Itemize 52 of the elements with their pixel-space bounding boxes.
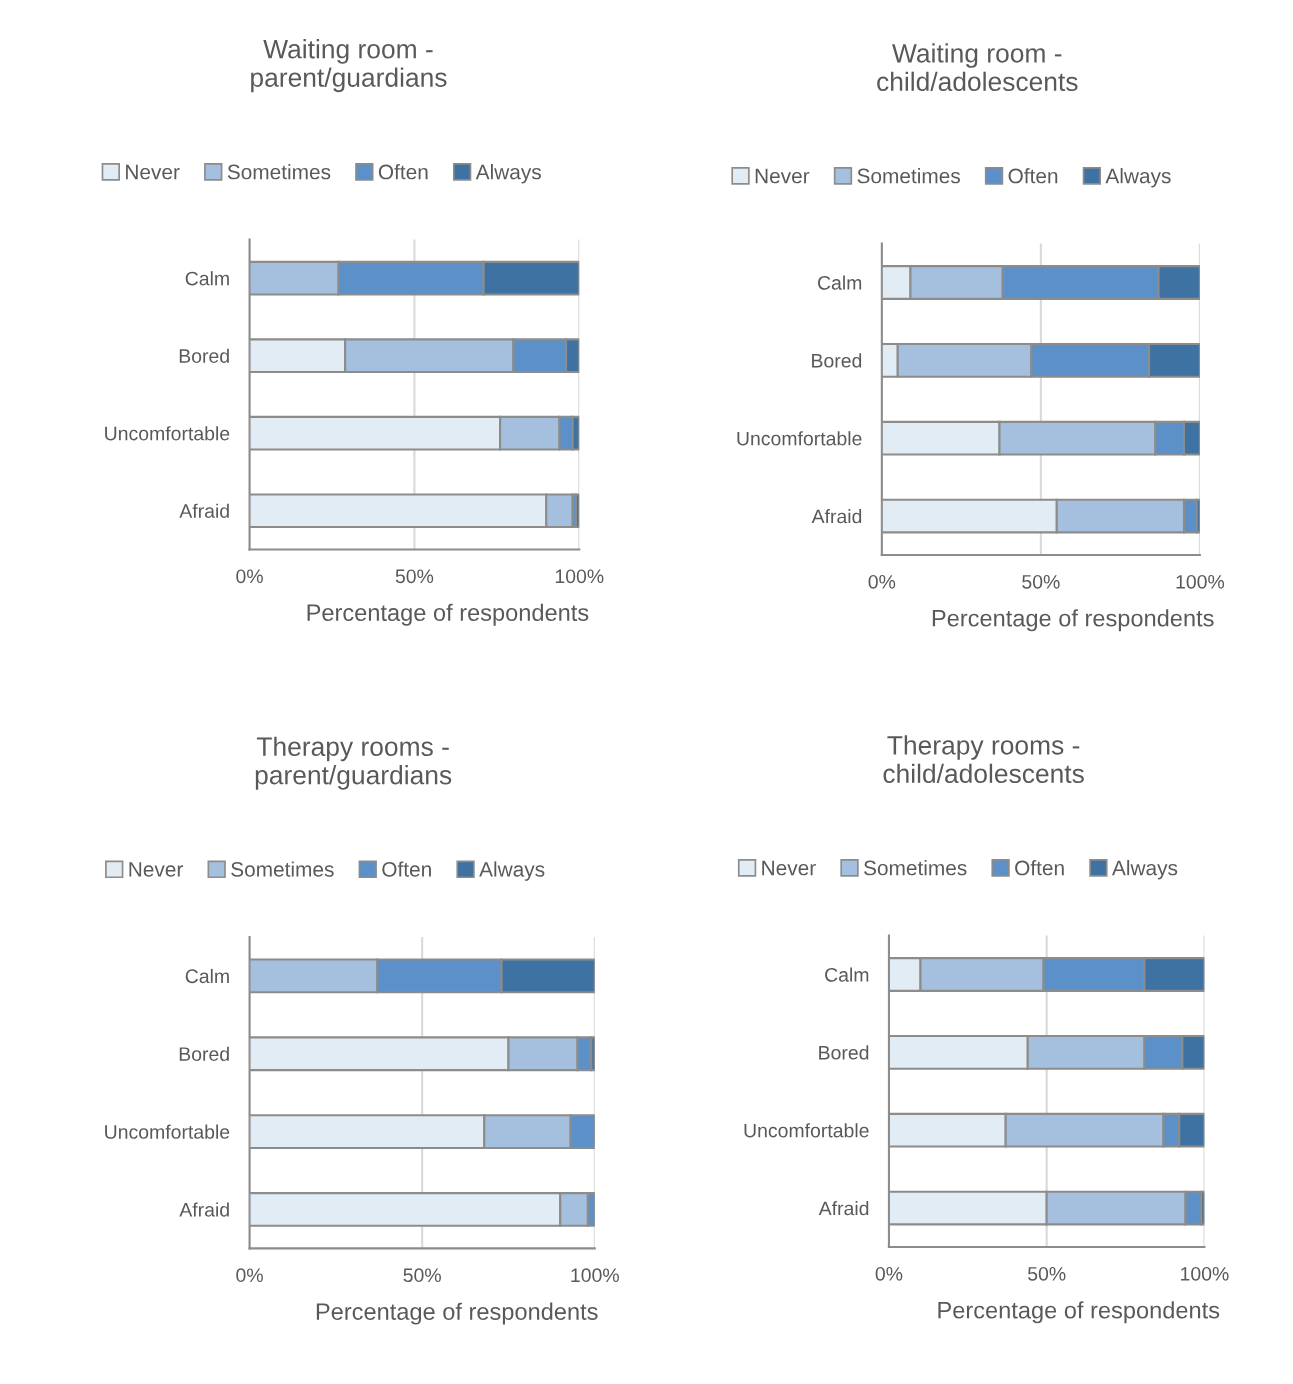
chart-title: Therapy rooms - parent/guardians	[255, 736, 452, 790]
legend-label: Never	[129, 862, 183, 877]
x-tick-label: 50%	[1022, 574, 1060, 589]
legend-label: Never	[755, 168, 810, 184]
y-tick-label: Calm	[825, 967, 869, 982]
x-axis-title: Percentage of respondents	[307, 603, 589, 626]
y-tick-label: Bored	[179, 1046, 229, 1061]
x-tick-label: 0%	[236, 569, 263, 584]
x-tick-label: 0%	[875, 1266, 903, 1281]
y-tick-label: Bored	[179, 348, 229, 363]
legend-label: Never	[762, 860, 816, 876]
x-tick-label: 100%	[1176, 574, 1225, 589]
legend-label: Sometimes	[857, 168, 960, 184]
y-tick-label: Uncomfortable	[105, 1124, 230, 1139]
legend-label: Never	[126, 164, 180, 180]
x-tick-label: 50%	[395, 569, 434, 584]
legend-label: Sometimes	[231, 861, 334, 877]
x-axis-title: Percentage of respondents	[932, 609, 1214, 632]
y-tick-label: Afraid	[818, 1201, 869, 1216]
legend-label: Always	[475, 164, 541, 184]
legend-label: Sometimes	[864, 860, 967, 876]
x-tick-label: 0%	[236, 1268, 263, 1283]
y-tick-label: Bored	[812, 353, 862, 368]
legend-label: Always	[479, 861, 545, 881]
y-tick-label: Uncomfortable	[105, 426, 230, 441]
x-axis-title: Percentage of respondents	[938, 1301, 1220, 1324]
x-tick-label: 100%	[571, 1268, 619, 1283]
legend-label: Often	[1015, 860, 1064, 876]
chart-title: Waiting room - parent/guardians	[251, 39, 447, 93]
legend-label: Always	[1112, 860, 1178, 880]
x-tick-label: 50%	[403, 1268, 441, 1283]
chart-title: Waiting room - child/adolescents	[877, 43, 1078, 92]
y-tick-label: Uncomfortable	[744, 1123, 869, 1138]
y-tick-label: Calm	[185, 271, 229, 286]
legend-label: Often	[378, 164, 428, 180]
x-tick-label: 50%	[1028, 1266, 1066, 1281]
y-tick-label: Bored	[819, 1045, 869, 1060]
legend-label: Often	[1008, 168, 1058, 184]
legend-label: Always	[1105, 168, 1171, 188]
x-tick-label: 100%	[555, 569, 604, 584]
y-tick-label: Calm	[818, 275, 862, 290]
x-tick-label: 100%	[1181, 1266, 1229, 1281]
chart-title: Therapy rooms - child/adolescents	[883, 735, 1084, 784]
y-tick-label: Afraid	[179, 1202, 229, 1217]
y-tick-label: Calm	[185, 968, 229, 984]
y-tick-label: Afraid	[179, 503, 229, 518]
x-tick-label: 0%	[868, 574, 896, 589]
legend-label: Sometimes	[227, 164, 331, 180]
y-tick-label: Afraid	[811, 509, 862, 524]
legend-label: Often	[382, 861, 431, 877]
y-tick-label: Uncomfortable	[737, 431, 862, 446]
x-axis-title: Percentage of respondents	[316, 1302, 598, 1325]
